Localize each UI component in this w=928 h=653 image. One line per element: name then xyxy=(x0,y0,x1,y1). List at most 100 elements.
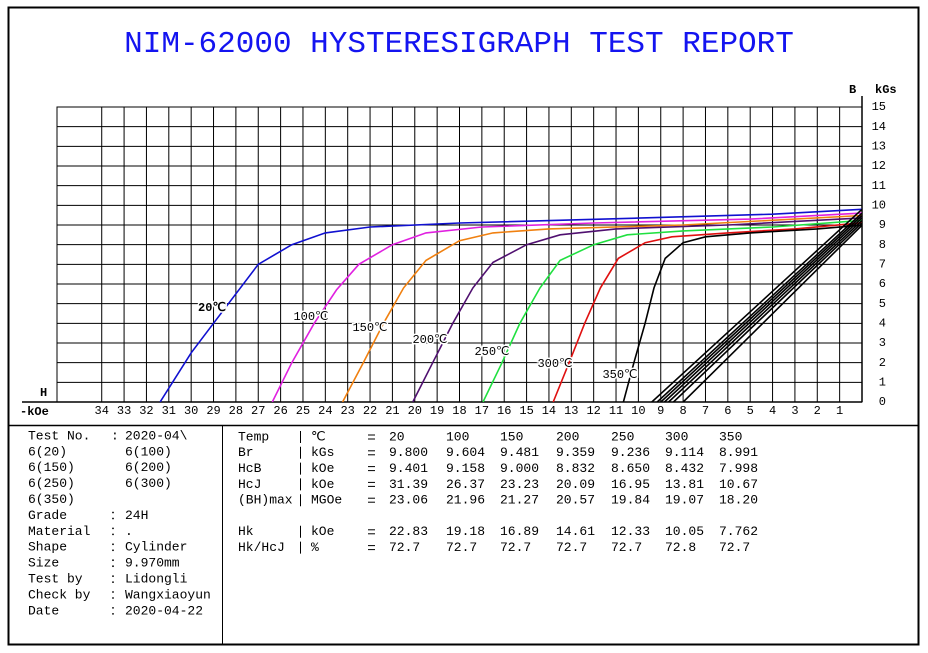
curve-label: 150℃ xyxy=(352,321,387,335)
y-tick-label: 7 xyxy=(879,258,886,272)
result-value: 72.8 xyxy=(665,540,696,555)
y-tick-label: 8 xyxy=(879,238,886,252)
result-value: 22.83 xyxy=(389,524,428,539)
result-value: 23.23 xyxy=(500,477,539,492)
y-tick-label: 15 xyxy=(872,100,886,114)
x-tick-label: 7 xyxy=(702,404,709,418)
result-value: 8.832 xyxy=(556,461,595,476)
y-tick-label: 6 xyxy=(879,277,886,291)
colon-dot xyxy=(112,549,114,552)
x-tick-label: 9 xyxy=(657,404,664,418)
result-value: 16.89 xyxy=(500,524,539,539)
colon-dot xyxy=(112,613,114,615)
curve-label: 300℃ xyxy=(537,357,572,371)
curve xyxy=(682,224,862,402)
sample-id: 6(300) xyxy=(125,476,172,491)
result-value: 12.33 xyxy=(611,524,650,539)
curve xyxy=(668,219,862,402)
x-tick-label: 1 xyxy=(836,404,843,418)
param-name: Hk xyxy=(238,524,254,539)
x-tick-label: 13 xyxy=(564,404,578,418)
sample-id: 6(350) xyxy=(28,492,75,507)
result-value: 31.39 xyxy=(389,477,428,492)
info-label: Shape xyxy=(28,540,67,555)
param-name: HcJ xyxy=(238,477,261,492)
x-tick-label: 8 xyxy=(680,404,687,418)
result-value: 19.84 xyxy=(611,493,650,508)
x-tick-label: 29 xyxy=(206,404,220,418)
result-value: 8.432 xyxy=(665,461,704,476)
x-tick-label: 26 xyxy=(273,404,287,418)
result-value: 10.05 xyxy=(665,524,704,539)
curve-label: 350℃ xyxy=(602,368,637,382)
result-value: 8.991 xyxy=(719,445,758,460)
colon-dot xyxy=(112,511,114,514)
result-value: 250 xyxy=(611,429,634,444)
x-tick-label: 23 xyxy=(340,404,354,418)
colon-dot xyxy=(112,581,114,583)
x-tick-label: 12 xyxy=(586,404,600,418)
report-title: NIM-62000 HYSTERESIGRAPH TEST REPORT xyxy=(124,27,794,62)
info-value: Lidongli xyxy=(125,572,188,587)
y-tick-label: 10 xyxy=(872,199,886,213)
x-tick-label: 32 xyxy=(139,404,153,418)
x-tick-label: 27 xyxy=(251,404,265,418)
y-tick-label: 5 xyxy=(879,297,886,311)
curve xyxy=(656,212,862,402)
y-tick-label: 0 xyxy=(879,395,886,409)
y-tick-label: 12 xyxy=(872,159,886,173)
info-label: Test No. xyxy=(28,428,90,443)
result-value: 23.06 xyxy=(389,493,428,508)
y-tick-label: 4 xyxy=(879,317,886,331)
curve xyxy=(651,208,862,402)
result-value: 21.96 xyxy=(446,493,485,508)
result-value: 19.18 xyxy=(446,524,485,539)
colon: : xyxy=(111,428,119,443)
x-tick-label: 19 xyxy=(430,404,444,418)
x-tick-label: 22 xyxy=(363,404,377,418)
curve xyxy=(482,219,862,402)
info-colon-value: 2020-04\ xyxy=(125,428,188,443)
param-unit: kOe xyxy=(311,524,334,539)
colon-dot xyxy=(112,591,114,593)
x-tick-label: 14 xyxy=(542,404,556,418)
x-tick-label: 30 xyxy=(184,404,198,418)
y-tick-label: 2 xyxy=(879,356,886,370)
x-tick-label: 4 xyxy=(769,404,776,418)
curve xyxy=(341,214,862,402)
curve xyxy=(663,217,862,402)
result-value: 9.359 xyxy=(556,445,595,460)
result-value: 300 xyxy=(665,429,688,444)
result-value: 72.7 xyxy=(500,540,531,555)
result-value: 13.81 xyxy=(665,477,704,492)
curve xyxy=(412,217,862,402)
result-value: 21.27 xyxy=(500,493,539,508)
x-tick-label: 18 xyxy=(452,404,466,418)
x-axis-label: H xyxy=(40,386,47,400)
colon-dot xyxy=(112,559,114,562)
info-label: Check by xyxy=(28,587,91,602)
y-tick-label: 3 xyxy=(879,336,886,350)
param-name: HcB xyxy=(238,461,262,476)
param-name: Hk/HcJ xyxy=(238,540,285,555)
x-tick-label: 20 xyxy=(408,404,422,418)
result-value: 72.7 xyxy=(446,540,477,555)
result-value: 10.67 xyxy=(719,477,758,492)
sample-id: 6(100) xyxy=(125,444,172,459)
result-value: 16.95 xyxy=(611,477,650,492)
colon-dot xyxy=(112,533,114,536)
result-value: 72.7 xyxy=(389,540,420,555)
colon-dot xyxy=(112,565,114,568)
sample-id: 6(250) xyxy=(28,476,75,491)
y-tick-label: 13 xyxy=(872,140,886,154)
sample-id: 6(150) xyxy=(28,460,75,475)
curve xyxy=(271,212,862,402)
x-tick-label: 21 xyxy=(385,404,399,418)
info-value: . xyxy=(125,524,133,539)
result-value: 26.37 xyxy=(446,477,485,492)
result-value: 150 xyxy=(500,429,523,444)
page-border xyxy=(7,6,920,646)
x-tick-label: 31 xyxy=(162,404,176,418)
info-value: Cylinder xyxy=(125,540,187,555)
